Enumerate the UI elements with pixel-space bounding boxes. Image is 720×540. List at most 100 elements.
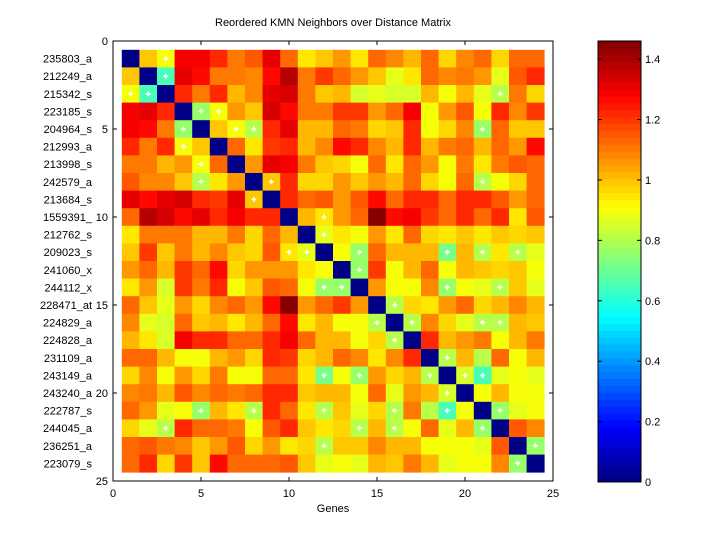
heatmap-cell (139, 137, 158, 156)
heatmap-cell (421, 208, 439, 227)
neighbor-marker (304, 249, 310, 255)
heatmap-cell (385, 102, 404, 121)
heatmap-cell (297, 261, 316, 279)
heatmap-cell (227, 331, 246, 350)
heatmap-cell (157, 225, 175, 244)
heatmap-cell (421, 454, 439, 473)
row-label: 236251_a (43, 441, 93, 453)
heatmap-cell (121, 313, 140, 332)
neighbor-marker (321, 443, 327, 449)
heatmap-cell (491, 454, 510, 473)
heatmap-cell (403, 278, 422, 297)
heatmap-cell (385, 208, 404, 227)
heatmap-cell (526, 454, 545, 473)
heatmap-cell (297, 190, 316, 209)
heatmap-cell (174, 102, 193, 121)
heatmap-cell (121, 296, 140, 315)
neighbor-marker (356, 372, 362, 378)
colorbar-segment (598, 109, 641, 118)
heatmap-cell (385, 313, 404, 332)
heatmap-cell (315, 85, 334, 103)
heatmap-cell (368, 366, 387, 385)
neighbor-marker (444, 249, 450, 255)
heatmap-cell (526, 190, 545, 209)
heatmap-cell (491, 384, 510, 403)
heatmap-cell (245, 454, 263, 473)
colorbar-segment (598, 213, 641, 221)
heatmap-cell (526, 313, 545, 332)
heatmap-cell (280, 67, 299, 86)
neighbor-marker (321, 408, 327, 414)
heatmap-cell (157, 296, 175, 315)
heatmap-cell (245, 261, 263, 279)
colorbar-segment (598, 103, 641, 111)
heatmap-cell (227, 102, 246, 121)
heatmap-cell (262, 331, 281, 350)
heatmap-cell (350, 155, 369, 174)
heatmap-cell (403, 419, 422, 438)
heatmap-cell (192, 296, 211, 315)
neighbor-marker (180, 144, 186, 150)
heatmap-cell (297, 102, 316, 121)
colorbar-segment (598, 289, 641, 297)
heatmap-cell (403, 437, 422, 455)
heatmap-cell (227, 225, 246, 244)
heatmap-cell (509, 296, 527, 315)
heatmap-cell (438, 155, 457, 174)
heatmap-cell (438, 120, 457, 139)
heatmap-cell (333, 419, 351, 438)
colorbar-segment (598, 82, 641, 90)
heatmap-cell (333, 437, 351, 455)
heatmap-cell (333, 225, 351, 244)
heatmap-cell (227, 313, 246, 332)
y-tick-label: 20 (96, 388, 108, 400)
neighbor-marker (444, 284, 450, 290)
heatmap-cell (157, 208, 175, 227)
heatmap-cell (473, 67, 492, 86)
heatmap-cell (350, 278, 369, 297)
heatmap-cell (368, 120, 387, 139)
heatmap-cell (368, 349, 387, 367)
colorbar-segment (598, 68, 641, 76)
heatmap-cell (174, 155, 193, 174)
heatmap-cell (438, 366, 457, 385)
heatmap-cell (350, 190, 369, 209)
heatmap-cell (385, 366, 404, 385)
heatmap-cell (509, 137, 527, 156)
heatmap-cell (315, 261, 334, 279)
heatmap-cell (333, 208, 351, 227)
heatmap-cell (526, 208, 545, 227)
neighbor-marker (392, 337, 398, 343)
heatmap-cell (473, 261, 492, 279)
heatmap-cell (526, 278, 545, 297)
heatmap-cell (509, 155, 527, 174)
heatmap-cell (209, 437, 228, 455)
heatmap-cell (209, 401, 228, 420)
heatmap-cell (121, 208, 140, 227)
heatmap-cell (385, 437, 404, 455)
heatmap-cell (491, 102, 510, 121)
heatmap-cell (456, 137, 475, 156)
x-axis-label: Genes (317, 503, 350, 515)
heatmap-cells (121, 49, 545, 473)
heatmap-cell (385, 225, 404, 244)
heatmap-cell (280, 437, 299, 455)
heatmap-cell (385, 278, 404, 297)
colorbar-segment (598, 461, 641, 469)
heatmap-cell (526, 67, 545, 86)
heatmap-cell (139, 102, 158, 121)
heatmap-cell (262, 454, 281, 473)
heatmap-cell (315, 102, 334, 121)
heatmap-cell (192, 278, 211, 297)
heatmap-cell (438, 261, 457, 279)
heatmap-cell (157, 278, 175, 297)
heatmap-cell (280, 208, 299, 227)
heatmap-cell (262, 225, 281, 244)
neighbor-marker (145, 91, 151, 97)
heatmap-cell (209, 173, 228, 191)
heatmap-cell (421, 296, 439, 315)
colorbar-segment (598, 254, 641, 262)
heatmap-cell (438, 137, 457, 156)
neighbor-marker (198, 161, 204, 167)
heatmap-cell (262, 190, 281, 209)
